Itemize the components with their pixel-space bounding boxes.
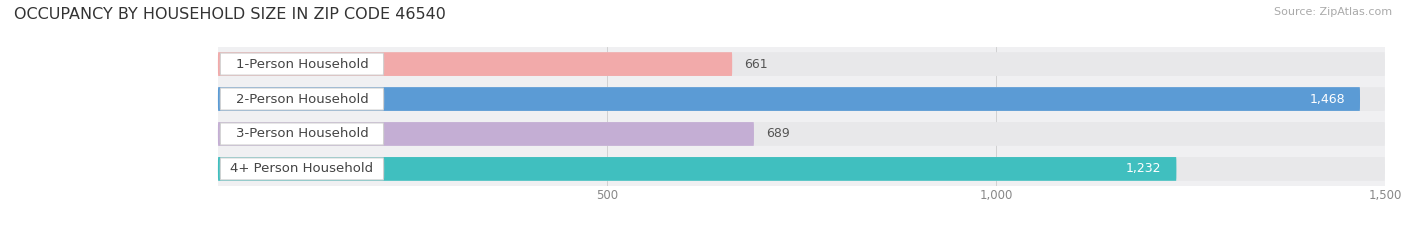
- FancyBboxPatch shape: [218, 157, 1385, 181]
- Text: 1,232: 1,232: [1126, 162, 1161, 175]
- FancyBboxPatch shape: [218, 87, 1360, 111]
- Text: 3-Person Household: 3-Person Household: [236, 127, 368, 140]
- Text: 689: 689: [766, 127, 790, 140]
- FancyBboxPatch shape: [218, 52, 1385, 76]
- FancyBboxPatch shape: [218, 122, 754, 146]
- FancyBboxPatch shape: [218, 122, 1385, 146]
- Text: OCCUPANCY BY HOUSEHOLD SIZE IN ZIP CODE 46540: OCCUPANCY BY HOUSEHOLD SIZE IN ZIP CODE …: [14, 7, 446, 22]
- Text: 4+ Person Household: 4+ Person Household: [231, 162, 374, 175]
- Text: 1,468: 1,468: [1309, 93, 1346, 106]
- Text: Source: ZipAtlas.com: Source: ZipAtlas.com: [1274, 7, 1392, 17]
- FancyBboxPatch shape: [218, 87, 1385, 111]
- FancyBboxPatch shape: [221, 123, 384, 145]
- FancyBboxPatch shape: [218, 52, 733, 76]
- FancyBboxPatch shape: [221, 88, 384, 110]
- Text: 2-Person Household: 2-Person Household: [236, 93, 368, 106]
- FancyBboxPatch shape: [221, 53, 384, 75]
- Text: 661: 661: [744, 58, 768, 71]
- FancyBboxPatch shape: [221, 158, 384, 180]
- FancyBboxPatch shape: [218, 157, 1177, 181]
- Text: 1-Person Household: 1-Person Household: [236, 58, 368, 71]
